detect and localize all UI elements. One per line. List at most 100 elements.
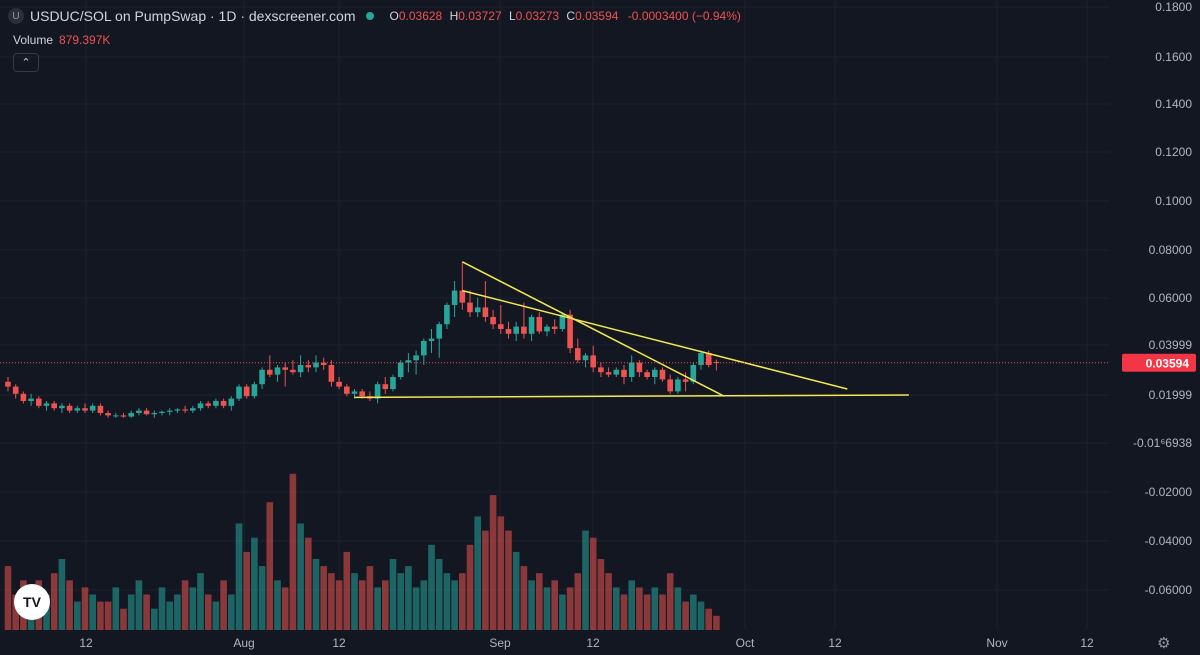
time-axis[interactable]: 12 Aug 12 Sep 12 Oct 12 Nov 12	[79, 636, 1094, 650]
ohlc-values: O0.03628 H0.03727 L0.03273 C0.03594 -0.0…	[389, 9, 741, 23]
volume-label: Volume	[13, 33, 54, 47]
volume-bar	[335, 580, 343, 630]
tradingview-logo[interactable]: TV	[14, 584, 50, 620]
candle-body	[405, 360, 412, 363]
candle-body	[436, 324, 442, 339]
candle-body	[397, 362, 404, 377]
volume-bar	[281, 587, 289, 630]
candle-body	[513, 326, 519, 334]
volume-bar	[274, 580, 281, 630]
time-tick-label: Sep	[489, 636, 511, 650]
candle-body	[644, 372, 650, 377]
candle-body	[128, 413, 134, 417]
symbol-title[interactable]: USDUC/SOL on PumpSwap · 1D · dexscreener…	[30, 8, 356, 24]
volume-bar	[366, 566, 374, 630]
volume-bar	[666, 573, 674, 630]
volume-bar	[243, 551, 250, 630]
volume-bar	[328, 573, 335, 630]
volume-bar	[89, 594, 96, 630]
trendlines[interactable]	[354, 261, 909, 399]
time-tick-label: 12	[1080, 636, 1094, 650]
volume-bar	[659, 594, 666, 630]
volume-bar	[258, 566, 266, 630]
volume-bar	[166, 601, 173, 630]
candle-body	[498, 324, 504, 329]
trendline[interactable]	[354, 394, 909, 399]
volume-bar	[174, 594, 181, 630]
volume-bar	[536, 573, 543, 630]
candle-body	[320, 362, 327, 365]
volume-bar	[158, 587, 166, 630]
volume-bar	[451, 580, 458, 630]
volume-bar	[127, 594, 135, 630]
candle-body	[474, 307, 481, 313]
market-status-dot	[365, 12, 374, 20]
candle-body	[428, 338, 435, 341]
candle-body	[182, 409, 188, 411]
candle-body	[598, 367, 604, 373]
volume-bar	[690, 594, 697, 630]
close-value: 0.03594	[575, 9, 619, 23]
volume-bar	[435, 559, 443, 630]
symbol-badge[interactable]: U	[8, 8, 24, 24]
volume-bar	[705, 608, 712, 630]
candle-body	[174, 409, 181, 411]
time-tick-label: Oct	[736, 636, 755, 650]
price-tick-label: 0.1000	[1155, 194, 1192, 208]
volume-bar	[443, 573, 451, 630]
candle-body	[482, 307, 489, 317]
volume-bar	[489, 495, 497, 630]
volume-bar	[104, 601, 112, 630]
volume-bar	[297, 523, 304, 630]
trendline[interactable]	[461, 261, 725, 397]
candle-body	[313, 362, 319, 368]
volume-bar	[636, 587, 643, 630]
candle-body	[705, 353, 712, 365]
price-tick-label: 0.01999	[1149, 388, 1193, 402]
candle-body	[621, 369, 627, 377]
candle-body	[613, 369, 620, 375]
volume-bar	[582, 530, 589, 630]
high-value: 0.03727	[458, 9, 502, 23]
candle-body	[159, 411, 165, 413]
candle-body	[89, 405, 96, 411]
price-tick-label: 0.06000	[1149, 291, 1193, 305]
volume-bar	[674, 587, 682, 630]
gear-icon[interactable]: ⚙	[1157, 635, 1171, 652]
candle-body	[351, 391, 358, 394]
volume-bar	[266, 502, 274, 630]
candle-body	[197, 403, 204, 409]
candle-body	[51, 403, 57, 409]
candle-body	[421, 341, 427, 356]
volume-bar	[197, 573, 204, 630]
candle-body	[536, 317, 543, 332]
candle-body	[305, 365, 312, 368]
volume-bar	[566, 587, 574, 630]
candles	[5, 261, 720, 418]
candle-body	[444, 305, 450, 325]
price-axis[interactable]: 0.1800 0.1600 0.1400 0.1200 0.1000 0.08000 0.0…	[1122, 0, 1196, 597]
price-tick-label: -0.04000	[1145, 534, 1193, 548]
volume-bar	[466, 544, 474, 630]
candle-body	[259, 369, 265, 385]
price-tick-label: 0.1400	[1155, 97, 1192, 111]
price-tick-label: 0.1200	[1155, 145, 1192, 159]
candle-body	[166, 410, 173, 412]
chevron-up-icon[interactable]: ⌃	[13, 53, 39, 72]
volume-bar	[382, 580, 389, 630]
candle-body	[575, 348, 581, 361]
candle-body	[505, 329, 512, 334]
candle-body	[12, 386, 19, 394]
candle-body	[136, 410, 142, 413]
candle-body	[551, 326, 558, 329]
candle-body	[190, 408, 196, 411]
candle-body	[490, 317, 496, 325]
volume-bar	[212, 601, 220, 630]
candle-body	[567, 314, 573, 349]
candle-body	[82, 408, 88, 411]
candle-body	[43, 403, 50, 406]
trendline[interactable]	[462, 289, 848, 390]
price-tick-label: -0.02000	[1145, 485, 1193, 499]
volume-bar	[351, 573, 358, 630]
